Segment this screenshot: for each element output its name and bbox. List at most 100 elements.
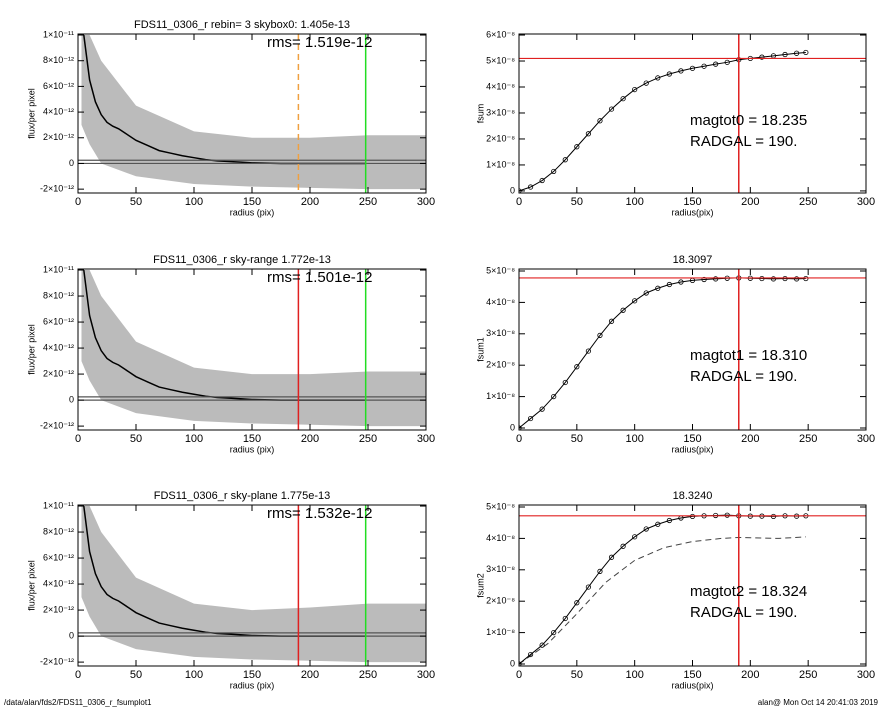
footer-stamp: alan@ Mon Oct 14 20:41:03 2019 [758,698,879,707]
point [527,415,534,422]
y-tick-label: 0 [69,394,74,404]
y-tick-label: 6×10⁻¹² [43,316,74,326]
point [539,406,545,412]
annotation: magtot0 = 18.235 [690,112,807,129]
x-tick-label: 50 [130,433,142,445]
point [527,651,534,658]
footer-path: /data/alan/fds2/FDS11_0306_r_fsumplot1 [4,698,152,707]
point [551,629,557,636]
x-tick-label: 300 [417,669,435,681]
point [574,364,580,370]
y-tick-label: 0 [69,630,74,640]
x-axis-label: radius (pix) [230,680,275,690]
y-axis-label: fsum [475,104,485,124]
y-tick-label: 1×10⁻⁸ [486,627,515,637]
y-tick-label: 6×10⁻¹² [43,81,74,91]
x-tick-label: 200 [741,669,759,681]
y-tick-label: 0 [510,422,515,432]
point [803,49,809,56]
x-tick-label: 50 [571,669,583,681]
x-tick-label: 100 [625,669,643,681]
y-tick-label: 2×10⁻⁸ [486,596,515,606]
y-tick-label: 3×10⁻⁸ [486,564,515,574]
y-tick-label: 5×10⁻⁸ [486,55,515,65]
point [666,517,672,524]
y-tick-label: 4×10⁻⁸ [486,533,515,543]
panel-title: FDS11_0306_r sky-plane 1.775e-13 [154,490,331,502]
x-tick-label: 0 [516,669,522,681]
point [608,318,615,324]
point [562,615,568,622]
x-axis-label: radius(pix) [671,680,713,690]
point [689,65,696,71]
plot-area [519,269,866,430]
x-tick-label: 150 [243,669,261,681]
x-tick-label: 150 [683,196,701,208]
annotation: RADGAL = 190. [690,368,797,385]
dashed-curve [519,536,806,665]
x-axis-label: radius (pix) [230,444,275,454]
point [666,281,672,288]
point [551,168,557,175]
point [655,75,661,81]
y-axis-label: flux/per pixel [26,560,36,611]
y-tick-label: 4×10⁻¹² [43,106,74,116]
x-tick-label: 200 [301,669,319,681]
scatter-cloud [81,270,426,427]
y-tick-label: 5×10⁻⁸ [486,265,515,275]
point [793,276,800,282]
point [724,59,730,65]
x-tick-label: 150 [243,433,261,445]
annotation: rms= 1.532e-12 [267,505,372,522]
x-axis-label: radius (pix) [230,207,275,217]
y-tick-label: 2×10⁻¹² [43,132,74,142]
point [632,534,638,540]
point [770,276,777,282]
x-axis-label: radius(pix) [671,444,713,454]
point [597,332,603,338]
x-tick-label: 0 [75,196,81,208]
y-tick-label: 3×10⁻⁸ [486,328,515,338]
point [655,521,661,527]
y-axis-label: flux/per pixel [26,324,36,375]
y-tick-label: 0 [69,158,74,168]
x-tick-label: 100 [185,669,203,681]
annotation: RADGAL = 190. [690,604,797,621]
scatter-cloud [81,35,426,190]
x-tick-label: 250 [799,196,817,208]
panel-title: 18.3240 [673,490,713,502]
x-tick-label: 300 [417,196,435,208]
point [782,275,788,282]
point [701,276,707,283]
x-tick-label: 200 [741,196,759,208]
point [597,118,603,124]
point [585,584,592,590]
point [574,600,580,606]
y-axis-label: fsum1 [475,337,485,362]
point [643,290,649,296]
x-tick-label: 50 [130,669,142,681]
point [562,379,568,386]
x-tick-label: 50 [130,196,142,208]
x-tick-label: 50 [571,433,583,445]
y-tick-label: 5×10⁻⁸ [486,501,515,511]
point [585,348,592,354]
x-tick-label: 0 [516,196,522,208]
annotation: rms= 1.519e-12 [267,34,372,51]
point [678,279,684,285]
point [701,63,707,69]
x-tick-label: 50 [571,196,583,208]
plot-area [78,269,426,430]
point [678,68,684,74]
y-tick-label: 4×10⁻⁸ [486,297,515,307]
x-tick-label: 300 [857,433,875,445]
point [713,61,719,67]
point [597,568,603,574]
point [655,285,661,291]
plot-area [78,505,426,666]
x-tick-label: 100 [185,433,203,445]
y-axis-label: fsum2 [475,573,485,598]
point [562,157,568,163]
y-tick-label: 0 [510,185,515,195]
